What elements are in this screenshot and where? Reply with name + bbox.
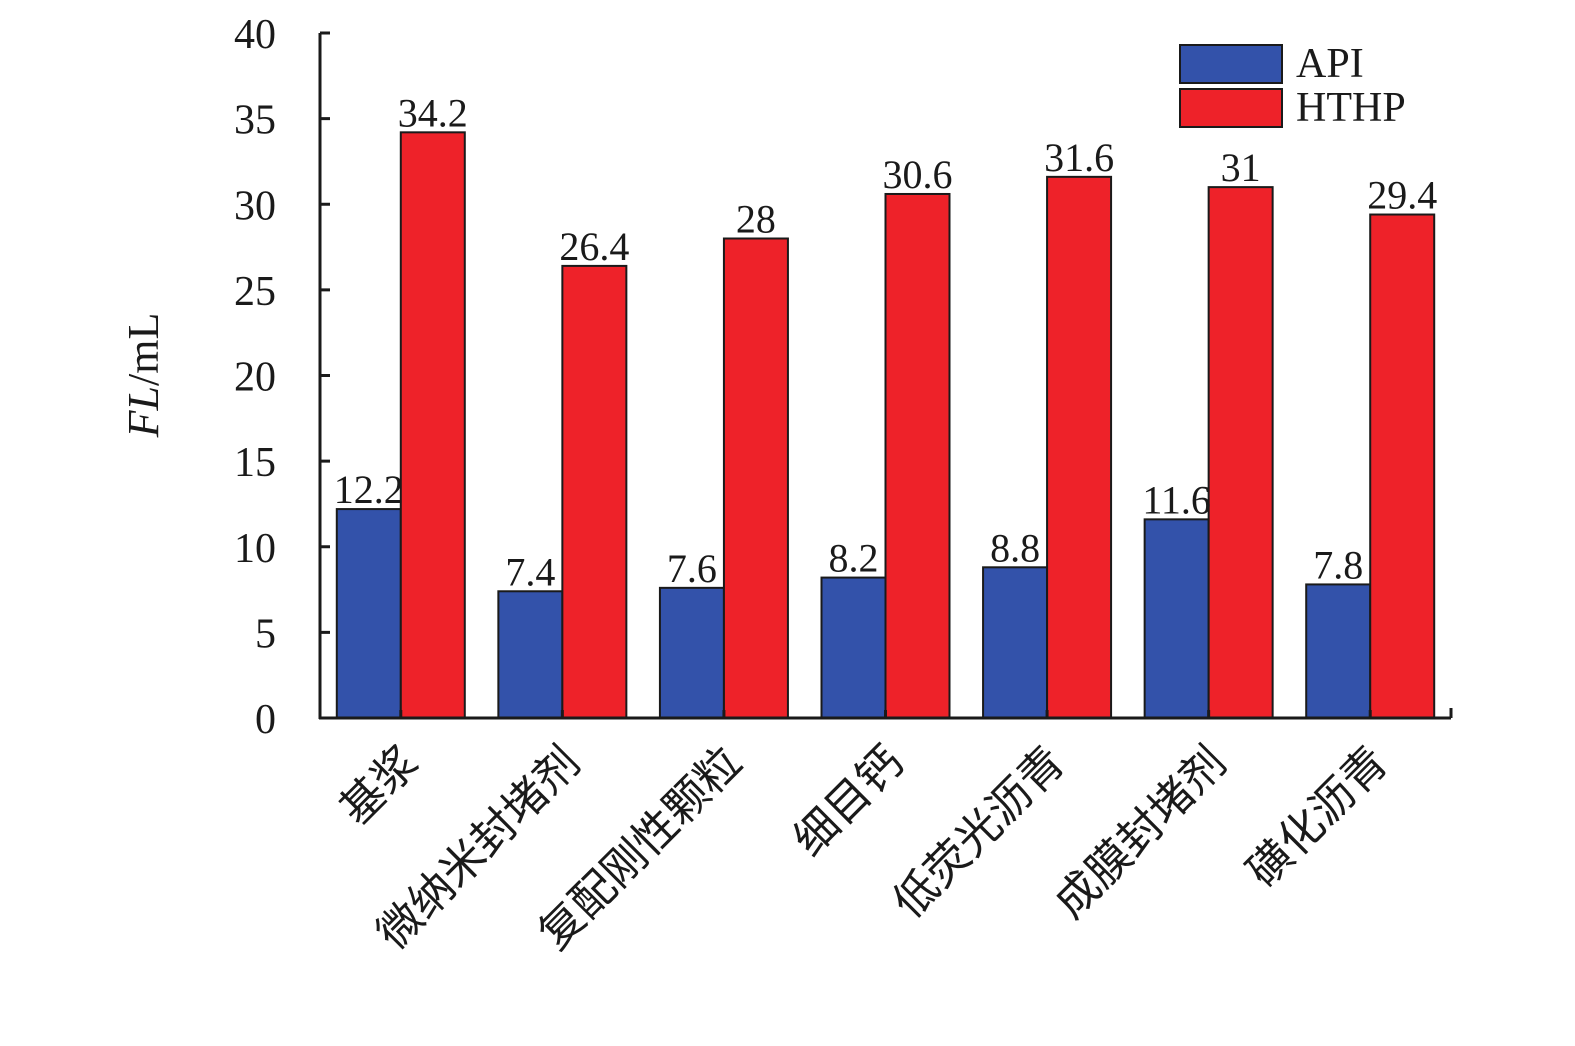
data-label-api-1: 12.2 bbox=[334, 467, 404, 512]
x-tick-label-1: 基浆 bbox=[330, 737, 428, 835]
y-axis-title: FL/mL bbox=[119, 313, 168, 439]
y-tick-label-0: 0 bbox=[255, 697, 276, 743]
data-label-hthp-4: 30.6 bbox=[883, 152, 953, 197]
bars-layer bbox=[335, 131, 1436, 720]
x-tick-label-4: 细目钙 bbox=[784, 737, 913, 866]
legend-swatch-api bbox=[1179, 44, 1283, 84]
bar-hthp-5 bbox=[1046, 175, 1113, 720]
legend-label-hthp: HTHP bbox=[1296, 85, 1406, 131]
y-tick-label-30: 30 bbox=[234, 183, 276, 229]
bar-api-2 bbox=[497, 590, 564, 720]
bar-hthp-6 bbox=[1207, 186, 1274, 719]
bar-hthp-2 bbox=[561, 264, 628, 719]
bar-api-3 bbox=[658, 586, 725, 719]
data-label-hthp-5: 31.6 bbox=[1044, 135, 1114, 180]
data-label-api-4: 8.2 bbox=[829, 536, 879, 581]
data-label-api-3: 7.6 bbox=[667, 546, 717, 591]
legend-swatch-hthp bbox=[1179, 88, 1283, 128]
bar-hthp-4 bbox=[884, 192, 951, 720]
bar-hthp-1 bbox=[399, 131, 466, 719]
data-label-hthp-6: 31 bbox=[1221, 145, 1261, 190]
x-tick-label-6: 成膜封堵剂 bbox=[1045, 737, 1237, 929]
data-label-api-2: 7.4 bbox=[505, 549, 555, 594]
y-tick-label-10: 10 bbox=[234, 526, 276, 572]
bar-api-6 bbox=[1143, 518, 1210, 719]
data-label-api-7: 7.8 bbox=[1313, 542, 1363, 587]
y-tick-label-15: 15 bbox=[234, 440, 276, 486]
bar-hthp-3 bbox=[722, 237, 789, 719]
y-axis-title-italic: FL bbox=[119, 386, 168, 438]
y-tick-label-25: 25 bbox=[234, 269, 276, 315]
x-tick-label-7: 磺化沥青 bbox=[1237, 737, 1398, 898]
bar-api-4 bbox=[820, 576, 887, 720]
axes-layer bbox=[318, 31, 1453, 720]
y-tick-label-40: 40 bbox=[234, 12, 276, 58]
data-label-api-6: 11.6 bbox=[1142, 477, 1211, 522]
y-axis-title-unit: /mL bbox=[119, 313, 168, 386]
x-tick-label-5: 低荧光沥青 bbox=[883, 737, 1075, 929]
data-label-hthp-2: 26.4 bbox=[559, 224, 629, 269]
y-tick-label-20: 20 bbox=[234, 355, 276, 401]
y-tick-label-35: 35 bbox=[234, 98, 276, 144]
bar-api-7 bbox=[1305, 583, 1372, 719]
data-label-hthp-1: 34.2 bbox=[398, 90, 468, 135]
legend-label-api: API bbox=[1296, 41, 1364, 87]
data-label-hthp-3: 28 bbox=[736, 197, 776, 242]
y-tick-label-5: 5 bbox=[255, 611, 276, 657]
bar-api-5 bbox=[982, 566, 1049, 719]
bar-api-1 bbox=[335, 508, 402, 720]
bar-hthp-7 bbox=[1369, 213, 1436, 719]
data-label-hthp-7: 29.4 bbox=[1367, 173, 1437, 218]
data-label-api-5: 8.8 bbox=[990, 525, 1040, 570]
